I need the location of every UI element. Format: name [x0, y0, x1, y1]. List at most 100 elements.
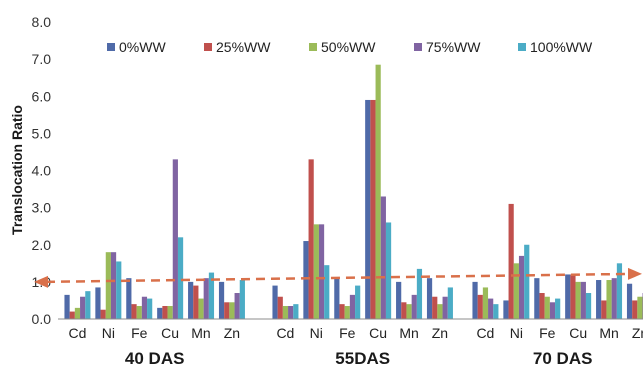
bar — [575, 281, 581, 320]
legend-swatch — [107, 43, 115, 51]
bar — [539, 293, 545, 319]
arrowhead-right-icon — [628, 267, 642, 280]
bar — [272, 285, 278, 319]
bar — [318, 224, 325, 319]
bar — [105, 252, 111, 319]
category-label: Mn — [191, 325, 210, 341]
bar — [177, 237, 184, 319]
reference-dashed-line — [45, 272, 634, 284]
bar — [601, 300, 607, 319]
bar — [385, 222, 392, 319]
bar — [401, 302, 407, 319]
bar — [85, 291, 91, 319]
bar — [167, 306, 173, 319]
bar — [493, 304, 499, 319]
bar — [375, 64, 381, 319]
category-label: Ni — [310, 325, 323, 341]
bar — [218, 281, 225, 320]
bar — [482, 287, 489, 319]
bar — [585, 293, 592, 319]
bar — [313, 224, 319, 319]
bar — [570, 274, 576, 319]
bar — [229, 302, 235, 319]
bar — [188, 281, 194, 320]
bar — [508, 203, 514, 319]
category-label: Cu — [369, 325, 387, 341]
category-label: Cd — [476, 325, 494, 341]
y-tick-label: 0.0 — [32, 311, 52, 327]
category-label: Zn — [224, 325, 240, 341]
bar — [162, 306, 168, 319]
category-label: Mn — [399, 325, 418, 341]
bar — [141, 296, 148, 319]
y-tick-label: 2.0 — [32, 237, 52, 253]
bar — [565, 274, 571, 319]
legend-label: 100%WW — [530, 39, 593, 55]
bar — [472, 281, 478, 320]
bar — [534, 278, 540, 319]
group-label: 70 DAS — [533, 349, 593, 368]
bar — [116, 261, 122, 319]
bar — [555, 298, 561, 319]
category-label: Fe — [539, 325, 556, 341]
bar — [596, 280, 602, 319]
bar — [74, 307, 81, 319]
y-tick-label: 8.0 — [32, 14, 52, 30]
y-tick-label: 7.0 — [32, 51, 52, 67]
category-label: Fe — [131, 325, 148, 341]
bar — [324, 265, 330, 319]
bar — [437, 304, 443, 319]
bar — [580, 281, 586, 320]
group-label: 55DAS — [335, 349, 390, 368]
y-tick-label: 4.0 — [32, 163, 52, 179]
bar — [637, 296, 643, 319]
bar — [95, 287, 101, 319]
bar — [355, 285, 361, 319]
legend-label: 25%WW — [216, 39, 271, 55]
bar — [616, 263, 623, 319]
bar — [277, 296, 283, 319]
bar — [126, 278, 132, 319]
bar — [349, 294, 356, 319]
bar — [447, 287, 453, 319]
bar — [606, 280, 612, 319]
legend-swatch — [204, 43, 212, 51]
y-axis: 0.01.02.03.04.05.06.07.08.0 — [32, 14, 52, 327]
category-label: Cu — [161, 325, 179, 341]
bar — [293, 304, 299, 319]
reference-line — [34, 267, 642, 288]
category-label: Zn — [432, 325, 448, 341]
bar — [396, 281, 402, 320]
category-label: Ni — [510, 325, 523, 341]
bar — [224, 302, 230, 319]
bar — [303, 241, 309, 319]
bar — [626, 283, 633, 319]
bar — [513, 263, 519, 319]
bar — [611, 278, 617, 319]
bar — [477, 294, 483, 319]
bar — [282, 306, 289, 319]
bar — [426, 278, 433, 319]
legend-swatch — [309, 43, 317, 51]
legend: 0%WW 25%WW 50%WW 75%WW 100%WW — [107, 39, 593, 55]
y-tick-label: 5.0 — [32, 125, 52, 141]
bar — [208, 272, 215, 319]
bar — [80, 296, 86, 319]
bar — [203, 278, 209, 319]
bar — [406, 304, 412, 319]
legend-label: 50%WW — [321, 39, 376, 55]
group-label: 40 DAS — [125, 349, 185, 368]
y-axis-label: Translocation Ratio — [9, 105, 25, 235]
bar — [416, 268, 423, 319]
bar — [147, 298, 153, 319]
bar — [172, 159, 178, 319]
x-labels: Cd Ni Fe Cu Mn Zn 40 DAS Cd Ni Fe Cu Mn Zn 55DAS Cd Ni F… — [69, 325, 643, 368]
bar — [308, 159, 314, 319]
bar — [518, 255, 525, 319]
bar — [64, 294, 70, 319]
category-label: Cd — [276, 325, 294, 341]
bar — [131, 304, 137, 319]
legend-swatch — [518, 43, 526, 51]
bar — [344, 306, 350, 319]
